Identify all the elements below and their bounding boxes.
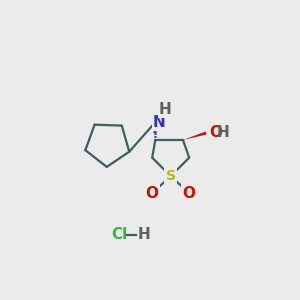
Text: N: N <box>153 115 166 130</box>
Text: S: S <box>166 169 176 183</box>
Text: O: O <box>146 186 159 201</box>
Text: H: H <box>159 102 172 117</box>
Text: Cl: Cl <box>111 227 128 242</box>
Text: H: H <box>138 227 150 242</box>
Text: O: O <box>183 186 196 201</box>
Text: O: O <box>209 125 222 140</box>
Text: H: H <box>217 125 230 140</box>
Polygon shape <box>183 131 207 140</box>
